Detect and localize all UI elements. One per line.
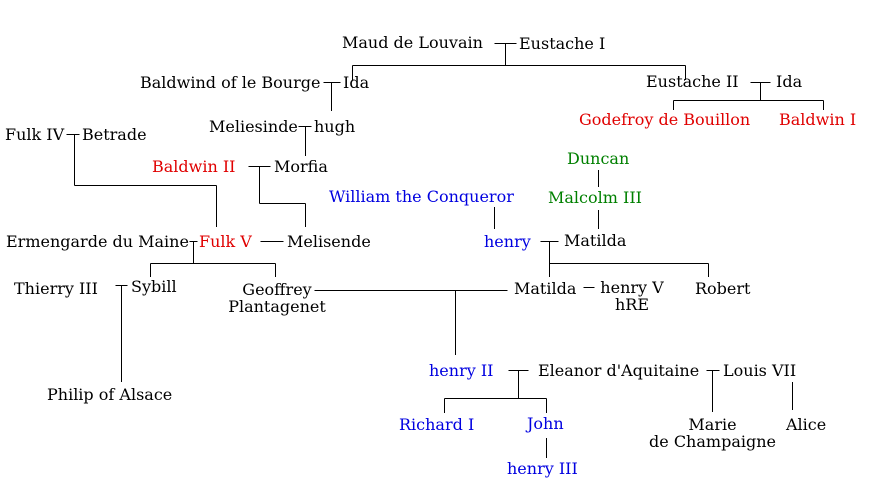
- person-baldwin-ii: Baldwin II: [152, 157, 236, 176]
- person-robert: Robert: [695, 279, 751, 298]
- person-eustache-i: Eustache I: [519, 34, 606, 53]
- connector: [673, 82, 824, 110]
- connector: [352, 43, 686, 80]
- person-ermengarde-du-maine: Ermengarde du Maine: [6, 232, 189, 251]
- person-eustache-ii: Eustache II: [646, 72, 739, 91]
- person-eleanor-d-aquitaine: Eleanor d'Aquitaine: [538, 361, 700, 380]
- person-henry-v-line1: henry V: [600, 278, 664, 297]
- person-henry-ii: henry II: [429, 361, 494, 380]
- person-geoffrey-line2: Plantagenet: [228, 297, 326, 316]
- person-marie-de-champaigne: Marie de Champaigne: [645, 416, 780, 450]
- connector: [115, 285, 128, 382]
- person-ida-2: Ida: [776, 72, 803, 91]
- person-henry-v-line2: hRE: [614, 295, 650, 314]
- person-baldwind-of-le-bourge: Baldwind of le Bourge: [140, 73, 321, 92]
- connector: [444, 370, 547, 413]
- person-godefroy-de-bouillon: Godefroy de Bouillon: [579, 110, 751, 129]
- person-thierry-iii: Thierry III: [14, 279, 98, 298]
- person-matilda-2: Matilda: [514, 279, 577, 298]
- person-melisende: Melisende: [287, 232, 371, 251]
- connector: [314, 290, 508, 355]
- person-marie-line1: Marie: [688, 415, 737, 434]
- connector: [323, 82, 341, 111]
- person-richard-i: Richard I: [399, 415, 475, 434]
- person-louis-vii: Louis VII: [723, 361, 797, 380]
- connector: [248, 166, 306, 227]
- person-marie-line2: de Champaigne: [649, 432, 776, 451]
- person-henry: henry: [484, 232, 531, 251]
- person-malcolm-iii: Malcolm III: [548, 188, 642, 207]
- person-geoffrey-plantagenet: Geoffrey Plantagenet: [222, 281, 332, 315]
- connector: [150, 241, 276, 277]
- person-morfia: Morfia: [274, 157, 328, 176]
- person-matilda: Matilda: [564, 231, 627, 250]
- person-alice: Alice: [786, 415, 827, 434]
- person-philip-of-alsace: Philip of Alsace: [47, 385, 173, 404]
- person-william-the-conqueror: William the Conqueror: [329, 187, 514, 206]
- person-john: John: [527, 414, 564, 433]
- person-fulk-iv: Fulk IV: [5, 125, 65, 144]
- person-meliesinde: Meliesinde: [209, 117, 298, 136]
- person-ida: Ida: [343, 73, 370, 92]
- person-duncan: Duncan: [567, 149, 630, 168]
- person-maud-de-louvain: Maud de Louvain: [342, 33, 483, 52]
- person-betrade: Betrade: [82, 125, 147, 144]
- person-fulk-v: Fulk V: [199, 232, 252, 251]
- connector: [298, 126, 312, 156]
- connector: [540, 241, 709, 277]
- person-henry-iii: henry III: [507, 459, 578, 478]
- person-hugh: hugh: [314, 117, 356, 136]
- connector: [66, 134, 217, 227]
- person-sybill: Sybill: [131, 277, 177, 296]
- person-geoffrey-line1: Geoffrey: [242, 280, 312, 299]
- person-henry-v-hre: henry V hRE: [592, 279, 672, 313]
- connector: [706, 370, 720, 412]
- person-baldwin-i: Baldwin I: [779, 110, 857, 129]
